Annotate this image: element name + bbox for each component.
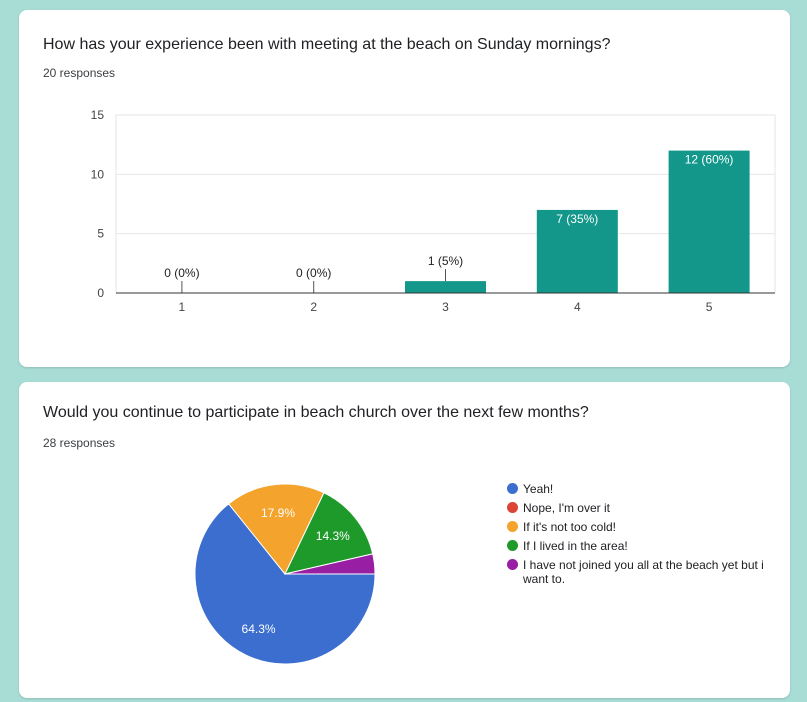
pie-slice-label: 17.9%	[261, 506, 295, 520]
legend-swatch	[507, 540, 518, 551]
bar	[536, 209, 618, 293]
y-tick-label: 0	[97, 286, 104, 300]
y-tick-label: 5	[97, 227, 104, 241]
x-tick-label: 5	[706, 300, 713, 314]
x-tick-label: 4	[574, 300, 581, 314]
pie-slice	[284, 553, 376, 575]
x-tick-label: 3	[442, 300, 449, 314]
question-card-experience: How has your experience been with meetin…	[19, 10, 790, 367]
bar-data-label: 0 (0%)	[296, 266, 331, 280]
question-title: How has your experience been with meetin…	[43, 36, 611, 53]
x-tick-label: 2	[310, 300, 317, 314]
legend-label: If it's not too cold!	[523, 520, 617, 534]
response-count: 20 responses	[43, 66, 116, 80]
pie-slice	[227, 483, 325, 575]
bar-data-label: 12 (60%)	[685, 153, 734, 167]
legend-item: If I lived in the area!	[507, 539, 767, 553]
legend-swatch	[507, 559, 518, 570]
bar	[405, 281, 486, 293]
legend-swatch	[507, 483, 518, 494]
response-count: 28 responses	[43, 436, 116, 450]
bar-data-label: 7 (35%)	[556, 212, 598, 226]
legend-item: Nope, I'm over it	[507, 501, 767, 515]
pie-slice-label: 14.3%	[316, 529, 350, 543]
pie-slice	[194, 503, 376, 665]
pie-slice	[284, 492, 374, 575]
bar-data-label: 0 (0%)	[164, 266, 199, 280]
question-card-participation: Would you continue to participate in bea…	[19, 382, 790, 698]
legend-label: I have not joined you all at the beach y…	[523, 558, 764, 586]
legend-item: If it's not too cold!	[507, 520, 767, 534]
legend-label: If I lived in the area!	[523, 539, 628, 553]
bar	[668, 150, 750, 293]
y-tick-label: 15	[91, 108, 105, 122]
pie-legend: Yeah! Nope, I'm over it If it's not too co…	[507, 482, 767, 591]
legend-label: Nope, I'm over it	[523, 501, 610, 515]
x-tick-label: 1	[179, 300, 186, 314]
pie-chart: 64.3% 17.9% 14.3%	[194, 483, 376, 665]
legend-item: I have not joined you all at the beach y…	[507, 558, 767, 586]
question-title: Would you continue to participate in bea…	[43, 404, 589, 421]
legend-swatch	[507, 521, 518, 532]
bar-chart: 0 5 10 15 0 (0%) 1 0 (0%) 2 1 (5%) 3 7 (35%) 4 12 (6…	[91, 108, 776, 314]
pie-slice-label: 64.3%	[242, 622, 276, 636]
legend-item: Yeah!	[507, 482, 767, 496]
legend-label: Yeah!	[523, 482, 554, 496]
y-tick-label: 10	[91, 167, 105, 181]
bar-data-label: 1 (5%)	[428, 254, 463, 268]
legend-swatch	[507, 502, 518, 513]
